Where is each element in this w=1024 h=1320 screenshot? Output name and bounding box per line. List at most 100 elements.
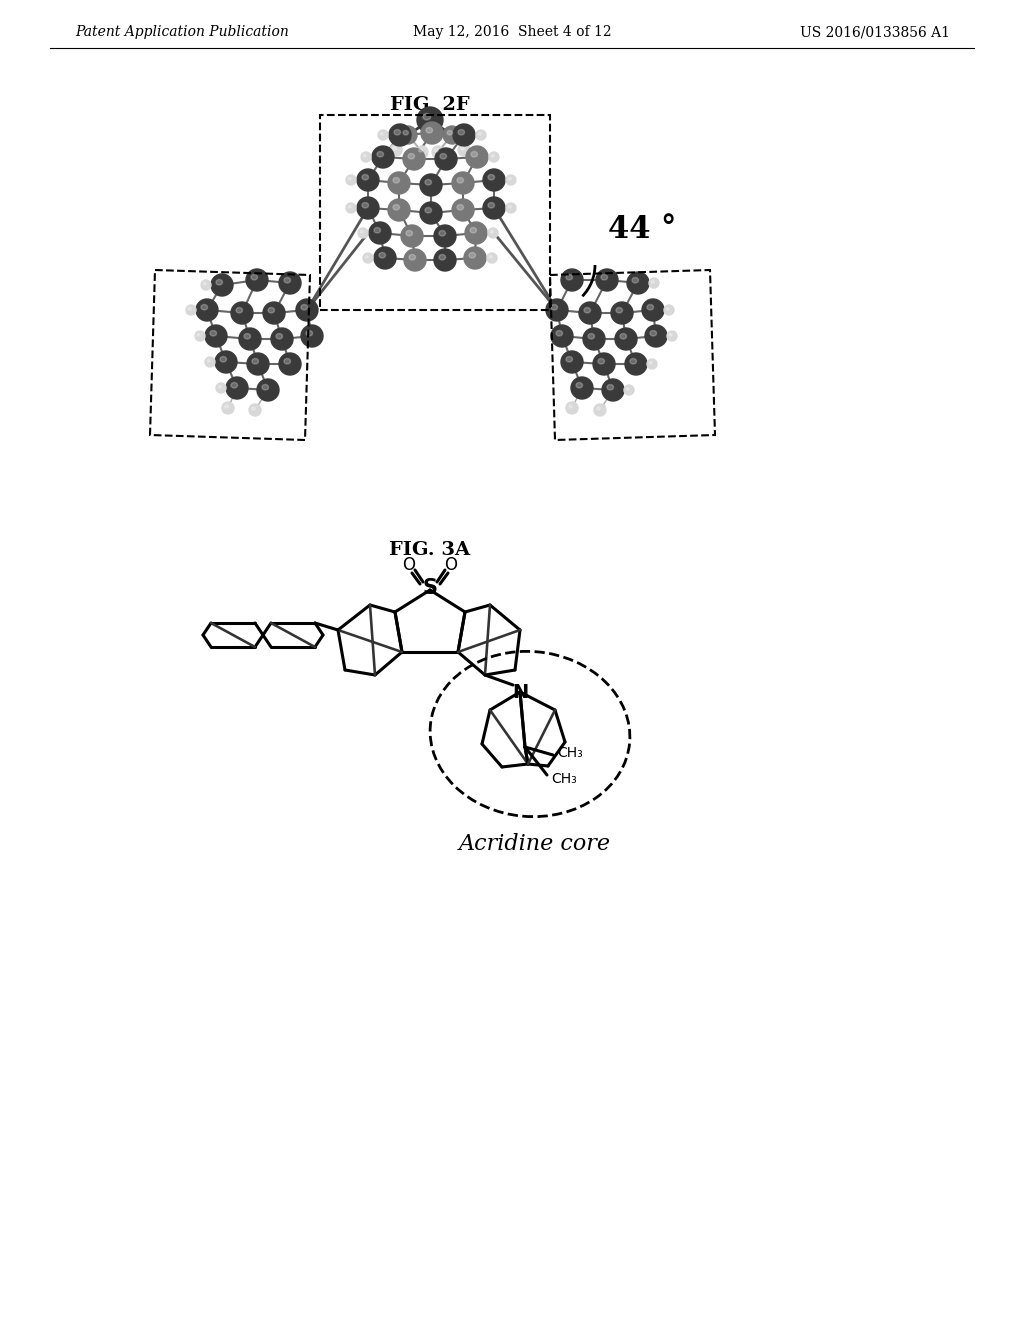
Ellipse shape — [607, 384, 613, 389]
Ellipse shape — [406, 231, 413, 236]
Ellipse shape — [374, 247, 396, 269]
Text: May 12, 2016  Sheet 4 of 12: May 12, 2016 Sheet 4 of 12 — [413, 25, 611, 40]
Ellipse shape — [416, 147, 428, 158]
Ellipse shape — [421, 121, 443, 144]
Ellipse shape — [627, 272, 649, 294]
Ellipse shape — [584, 308, 591, 313]
Ellipse shape — [453, 124, 475, 147]
Ellipse shape — [244, 334, 251, 339]
Ellipse shape — [247, 352, 269, 375]
Ellipse shape — [508, 206, 511, 209]
Ellipse shape — [458, 129, 465, 135]
Ellipse shape — [452, 172, 474, 194]
Ellipse shape — [263, 302, 285, 323]
Ellipse shape — [556, 330, 562, 337]
Ellipse shape — [346, 176, 356, 185]
Ellipse shape — [393, 205, 399, 210]
Ellipse shape — [506, 203, 516, 213]
Ellipse shape — [380, 132, 383, 135]
Ellipse shape — [601, 275, 607, 280]
Ellipse shape — [369, 222, 391, 244]
Ellipse shape — [593, 352, 615, 375]
Ellipse shape — [203, 282, 206, 285]
Ellipse shape — [346, 203, 356, 213]
Ellipse shape — [390, 144, 402, 156]
Ellipse shape — [284, 277, 291, 282]
Ellipse shape — [409, 255, 416, 260]
Ellipse shape — [236, 308, 243, 313]
Text: N: N — [512, 682, 528, 701]
Ellipse shape — [358, 228, 368, 238]
Ellipse shape — [440, 153, 446, 158]
Text: Patent Application Publication: Patent Application Publication — [75, 25, 289, 40]
Ellipse shape — [667, 308, 670, 310]
Ellipse shape — [251, 275, 258, 280]
Ellipse shape — [489, 256, 493, 257]
Ellipse shape — [220, 356, 226, 362]
Ellipse shape — [348, 206, 351, 209]
Text: CH₃: CH₃ — [551, 772, 577, 785]
Ellipse shape — [596, 269, 618, 290]
Ellipse shape — [262, 384, 268, 389]
Ellipse shape — [566, 275, 572, 280]
Ellipse shape — [388, 172, 410, 194]
Ellipse shape — [489, 152, 499, 162]
Text: Acridine core: Acridine core — [459, 833, 611, 855]
Ellipse shape — [452, 199, 474, 220]
Ellipse shape — [205, 356, 215, 367]
Bar — [319, 115, 550, 310]
Ellipse shape — [487, 253, 497, 263]
Ellipse shape — [423, 114, 431, 120]
Ellipse shape — [364, 154, 367, 157]
Ellipse shape — [561, 351, 583, 374]
Ellipse shape — [301, 325, 323, 347]
Ellipse shape — [198, 334, 201, 337]
Ellipse shape — [627, 388, 630, 389]
Ellipse shape — [645, 325, 667, 347]
Ellipse shape — [360, 231, 364, 234]
Ellipse shape — [432, 147, 444, 158]
Ellipse shape — [374, 227, 381, 234]
Ellipse shape — [483, 169, 505, 191]
Ellipse shape — [488, 202, 495, 209]
Ellipse shape — [597, 407, 600, 411]
Ellipse shape — [271, 327, 293, 350]
Ellipse shape — [508, 177, 511, 180]
Ellipse shape — [624, 385, 634, 395]
Ellipse shape — [417, 107, 443, 133]
Ellipse shape — [377, 152, 384, 157]
Ellipse shape — [224, 405, 228, 408]
Ellipse shape — [478, 132, 481, 135]
Ellipse shape — [279, 272, 301, 294]
Ellipse shape — [615, 327, 637, 350]
Ellipse shape — [196, 300, 218, 321]
Ellipse shape — [249, 404, 261, 416]
Ellipse shape — [296, 300, 318, 321]
Ellipse shape — [551, 325, 573, 347]
Ellipse shape — [598, 359, 604, 364]
Ellipse shape — [207, 359, 210, 362]
Ellipse shape — [546, 300, 568, 321]
Ellipse shape — [667, 331, 677, 341]
Ellipse shape — [275, 334, 283, 339]
Ellipse shape — [457, 177, 464, 183]
Ellipse shape — [469, 252, 475, 257]
Ellipse shape — [392, 147, 396, 150]
Ellipse shape — [362, 253, 373, 263]
Ellipse shape — [372, 147, 394, 168]
Ellipse shape — [394, 129, 400, 135]
Ellipse shape — [649, 362, 652, 364]
Ellipse shape — [404, 249, 426, 271]
Ellipse shape — [457, 205, 464, 210]
Ellipse shape — [583, 327, 605, 350]
Ellipse shape — [594, 404, 606, 416]
Ellipse shape — [408, 153, 415, 158]
Ellipse shape — [566, 403, 578, 414]
Ellipse shape — [447, 131, 453, 135]
Ellipse shape — [476, 129, 486, 140]
Ellipse shape — [361, 202, 369, 209]
Ellipse shape — [284, 359, 291, 364]
Ellipse shape — [301, 305, 307, 310]
Text: O: O — [444, 556, 458, 574]
Ellipse shape — [575, 383, 583, 388]
